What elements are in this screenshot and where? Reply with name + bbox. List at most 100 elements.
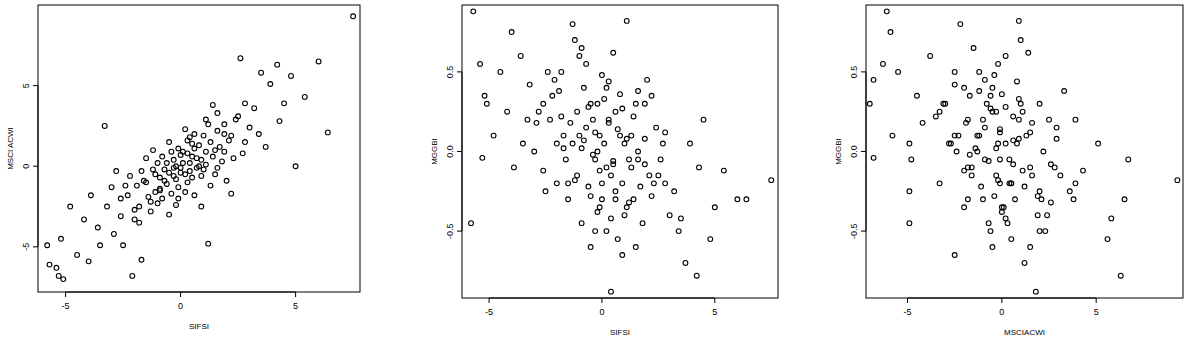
point (478, 62, 483, 67)
point (86, 259, 91, 264)
point (613, 109, 618, 114)
point (158, 175, 163, 180)
point (769, 178, 774, 183)
x-tick (1001, 298, 1002, 303)
point (208, 183, 213, 188)
y-tick (457, 231, 462, 232)
y-tick-label: -0.5 (445, 223, 455, 239)
point (663, 130, 668, 135)
point (896, 69, 901, 74)
point (994, 109, 999, 114)
point (624, 205, 629, 210)
point (570, 141, 575, 146)
point (102, 124, 107, 129)
point (999, 92, 1004, 97)
points (867, 9, 1179, 294)
point (627, 157, 632, 162)
point (181, 161, 186, 166)
x-tick-label: -5 (62, 301, 70, 311)
point (243, 101, 248, 106)
y-tick (33, 246, 38, 247)
scatter-panel: -505-0.50.00.5SIFSIMGGBI (430, 5, 778, 337)
point (176, 146, 181, 151)
point (160, 154, 165, 159)
point (712, 205, 717, 210)
point (1071, 197, 1076, 202)
point (642, 101, 647, 106)
point (965, 117, 970, 122)
point (618, 133, 623, 138)
point (498, 69, 503, 74)
point (624, 136, 629, 141)
point (144, 180, 149, 185)
point (1118, 273, 1123, 278)
point (545, 69, 550, 74)
point (95, 225, 100, 230)
point (663, 181, 668, 186)
point (174, 203, 179, 208)
x-tick (907, 298, 908, 303)
point (998, 181, 1003, 186)
point (256, 132, 261, 137)
point (1016, 97, 1021, 102)
point (933, 114, 938, 119)
point (977, 69, 982, 74)
point (566, 197, 571, 202)
point (998, 127, 1003, 132)
point (229, 133, 234, 138)
point (137, 204, 142, 209)
point (636, 157, 641, 162)
point (206, 241, 211, 246)
plot-frame (866, 5, 1183, 298)
point (215, 111, 220, 116)
point (990, 245, 995, 250)
point (183, 190, 188, 195)
y-tick-label: 0.5 (849, 66, 859, 79)
point (694, 273, 699, 278)
x-axis-label: MSCIACWI (1004, 328, 1045, 337)
point (579, 146, 584, 151)
point (557, 89, 562, 94)
point (1058, 173, 1063, 178)
point (609, 216, 614, 221)
point (56, 273, 61, 278)
point (151, 148, 156, 153)
point (604, 229, 609, 234)
point (1030, 173, 1035, 178)
point (130, 273, 135, 278)
point (982, 125, 987, 130)
point (171, 174, 176, 179)
point (581, 85, 586, 90)
point (943, 101, 948, 106)
x-tick (1096, 298, 1097, 303)
point (190, 175, 195, 180)
point (247, 125, 252, 130)
point (620, 106, 625, 111)
point (688, 141, 693, 146)
point (210, 154, 215, 159)
point (559, 69, 564, 74)
point (222, 149, 227, 154)
point (1054, 136, 1059, 141)
point (986, 221, 991, 226)
point (642, 162, 647, 167)
point (482, 93, 487, 98)
plot-frame (462, 5, 778, 298)
point (192, 146, 197, 151)
y-tick (33, 166, 38, 167)
point (568, 120, 573, 125)
point (588, 245, 593, 250)
y-tick-label: 0.0 (445, 145, 455, 158)
point (988, 229, 993, 234)
point (132, 217, 137, 222)
point (1011, 114, 1016, 119)
point (967, 93, 972, 98)
point (962, 168, 967, 173)
point (54, 265, 59, 270)
point (561, 146, 566, 151)
scatter-panel: -505-0.50.00.5MSCIACWIMGGBI (834, 5, 1183, 337)
point (1028, 165, 1033, 170)
point (990, 85, 995, 90)
point (636, 149, 641, 154)
point (215, 128, 220, 133)
